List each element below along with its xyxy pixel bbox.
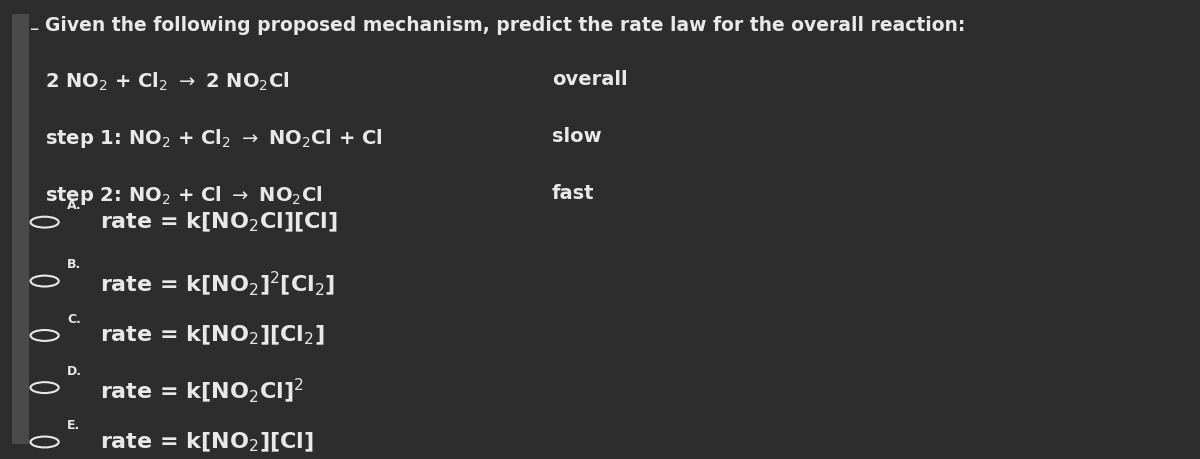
FancyBboxPatch shape	[12, 14, 29, 444]
Text: E.: E.	[67, 420, 80, 432]
Text: 2 NO$_2$ + Cl$_2$ $\rightarrow$ 2 NO$_2$Cl: 2 NO$_2$ + Cl$_2$ $\rightarrow$ 2 NO$_2$…	[44, 70, 289, 93]
Text: rate = k[NO$_2$][Cl]: rate = k[NO$_2$][Cl]	[100, 431, 313, 454]
Text: C.: C.	[67, 313, 80, 326]
Text: Given the following proposed mechanism, predict the rate law for the overall rea: Given the following proposed mechanism, …	[44, 16, 965, 35]
Text: step 1: NO$_2$ + Cl$_2$ $\rightarrow$ NO$_2$Cl + Cl: step 1: NO$_2$ + Cl$_2$ $\rightarrow$ NO…	[44, 127, 383, 150]
Text: rate = k[NO$_2$Cl]$^2$: rate = k[NO$_2$Cl]$^2$	[100, 376, 304, 405]
Text: B.: B.	[67, 258, 82, 271]
Text: A.: A.	[67, 200, 82, 213]
Text: D.: D.	[67, 365, 82, 378]
Text: rate = k[NO$_2$Cl][Cl]: rate = k[NO$_2$Cl][Cl]	[100, 211, 337, 234]
Text: overall: overall	[552, 70, 628, 89]
Text: fast: fast	[552, 184, 594, 202]
Text: –: –	[29, 20, 38, 39]
Text: slow: slow	[552, 127, 601, 146]
Text: rate = k[NO$_2$]$^2$[Cl$_2$]: rate = k[NO$_2$]$^2$[Cl$_2$]	[100, 270, 335, 298]
Text: rate = k[NO$_2$][Cl$_2$]: rate = k[NO$_2$][Cl$_2$]	[100, 324, 324, 347]
Text: step 2: NO$_2$ + Cl $\rightarrow$ NO$_2$Cl: step 2: NO$_2$ + Cl $\rightarrow$ NO$_2$…	[44, 184, 322, 207]
